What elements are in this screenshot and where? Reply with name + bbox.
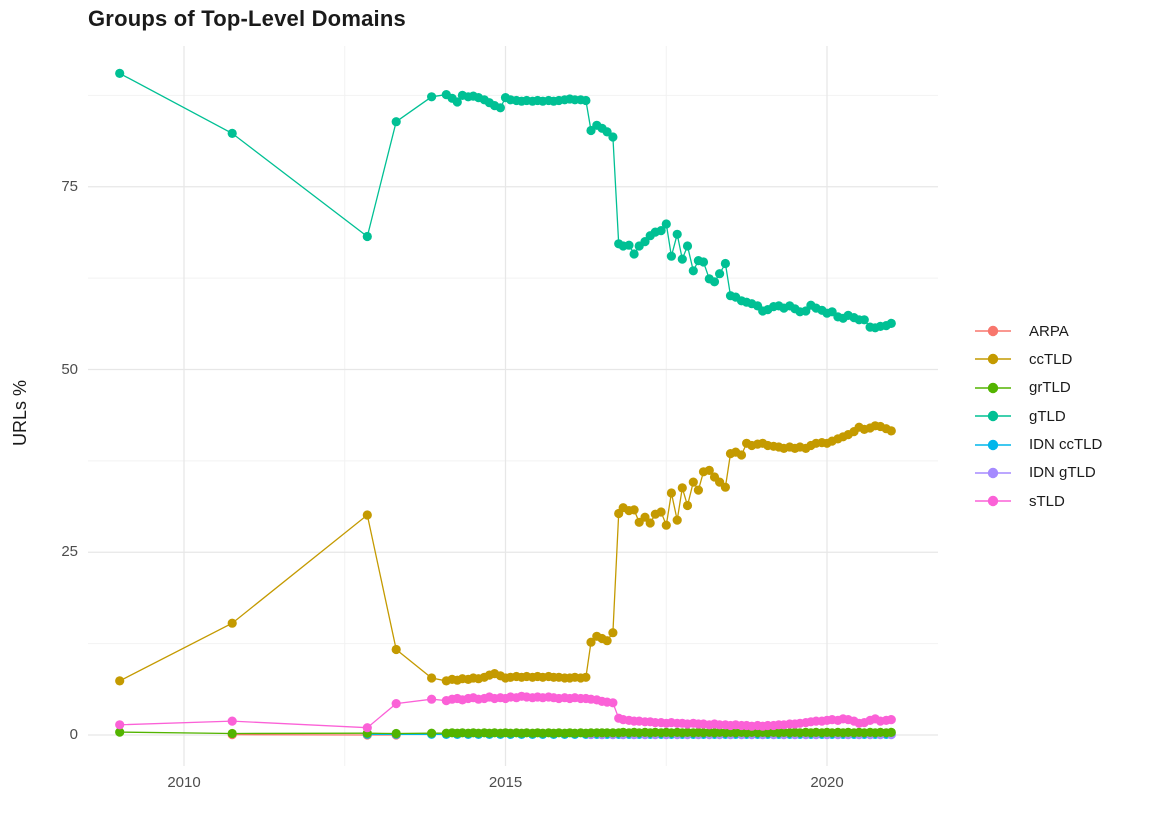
minor-gridlines [88, 46, 938, 766]
legend-label: sTLD [1029, 492, 1065, 510]
legend-label: grTLD [1029, 379, 1071, 397]
x-tick-label: 2010 [167, 774, 201, 791]
legend-item-grtld: grTLD [974, 378, 1102, 398]
legend-item-stld: sTLD [974, 491, 1102, 511]
legend-item-idn-cctld: IDN ccTLD [974, 435, 1102, 455]
series-grtld [115, 727, 896, 739]
legend-label: ARPA [1029, 322, 1069, 340]
legend-key-icon [975, 382, 1011, 393]
y-tick-label: 75 [61, 177, 78, 195]
series-cctld [115, 421, 896, 686]
legend-item-cctld: ccTLD [974, 349, 1102, 369]
legend-label: gTLD [1029, 407, 1066, 425]
legend-label: IDN ccTLD [1029, 436, 1103, 454]
legend: ARPA ccTLD grTLD gTLD IDN ccTLD IDN gTLD sTLD [974, 321, 1102, 520]
legend-item-arpa: ARPA [974, 321, 1102, 341]
y-tick-label: 25 [61, 543, 78, 561]
chart-title: Groups of Top-Level Domains [88, 6, 406, 31]
x-tick-label: 2015 [488, 774, 523, 791]
series-stld [115, 691, 896, 733]
series-gtld [115, 68, 896, 333]
legend-label: IDN gTLD [1029, 464, 1096, 482]
legend-label: ccTLD [1029, 350, 1073, 368]
legend-key-icon [975, 496, 1011, 507]
legend-key-icon [975, 439, 1011, 450]
y-tick-label: 0 [69, 726, 78, 743]
legend-key-icon [975, 354, 1011, 365]
legend-key-icon [975, 325, 1011, 337]
legend-item-gtld: gTLD [974, 406, 1102, 426]
y-tick-label: 50 [61, 360, 78, 378]
legend-key-icon [975, 467, 1011, 479]
legend-key-icon [975, 410, 1011, 422]
x-tick-label: 2020 [810, 774, 844, 791]
legend-item-idn-gtld: IDN gTLD [974, 463, 1102, 483]
major-gridlines [88, 46, 938, 766]
